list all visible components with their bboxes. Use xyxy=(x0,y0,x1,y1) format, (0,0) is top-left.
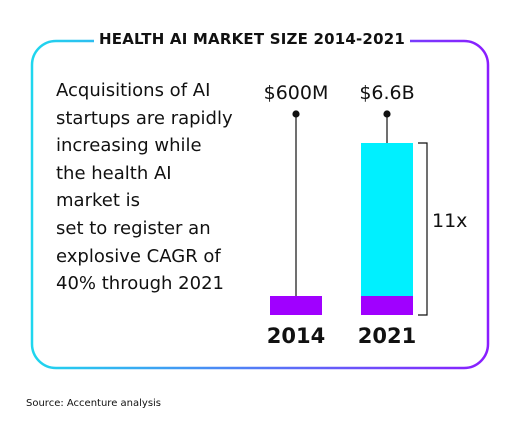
value-label-2021: $6.6B xyxy=(359,82,414,104)
description-line: explosive CAGR of xyxy=(56,245,221,267)
value-label-2014: $600M xyxy=(264,82,329,104)
growth-bracket xyxy=(418,142,428,316)
description-line: set to register an xyxy=(56,217,211,239)
bar-2014 xyxy=(270,296,322,315)
description-line: increasing while xyxy=(56,135,202,157)
description-line: Acquisitions of AI xyxy=(56,80,211,101)
category-label-2014: 2014 xyxy=(267,324,325,348)
ratio-label: 11x xyxy=(432,210,467,232)
description-line: 40% through 2021 xyxy=(56,273,224,295)
description-line: the health AI xyxy=(56,162,172,184)
chart-title: HEALTH AI MARKET SIZE 2014-2021 xyxy=(94,26,410,52)
category-label-2021: 2021 xyxy=(358,324,416,348)
description: Acquisitions of AI startups are rapidly … xyxy=(56,77,256,298)
marker-2014 xyxy=(292,110,300,118)
bar-2021-base xyxy=(361,296,413,315)
description-line: startups are rapidly xyxy=(56,107,233,129)
description-line: market is xyxy=(56,190,140,212)
marker-2021 xyxy=(383,110,391,118)
bar-2021 xyxy=(361,143,413,315)
source-note: Source: Accenture analysis xyxy=(26,398,162,409)
